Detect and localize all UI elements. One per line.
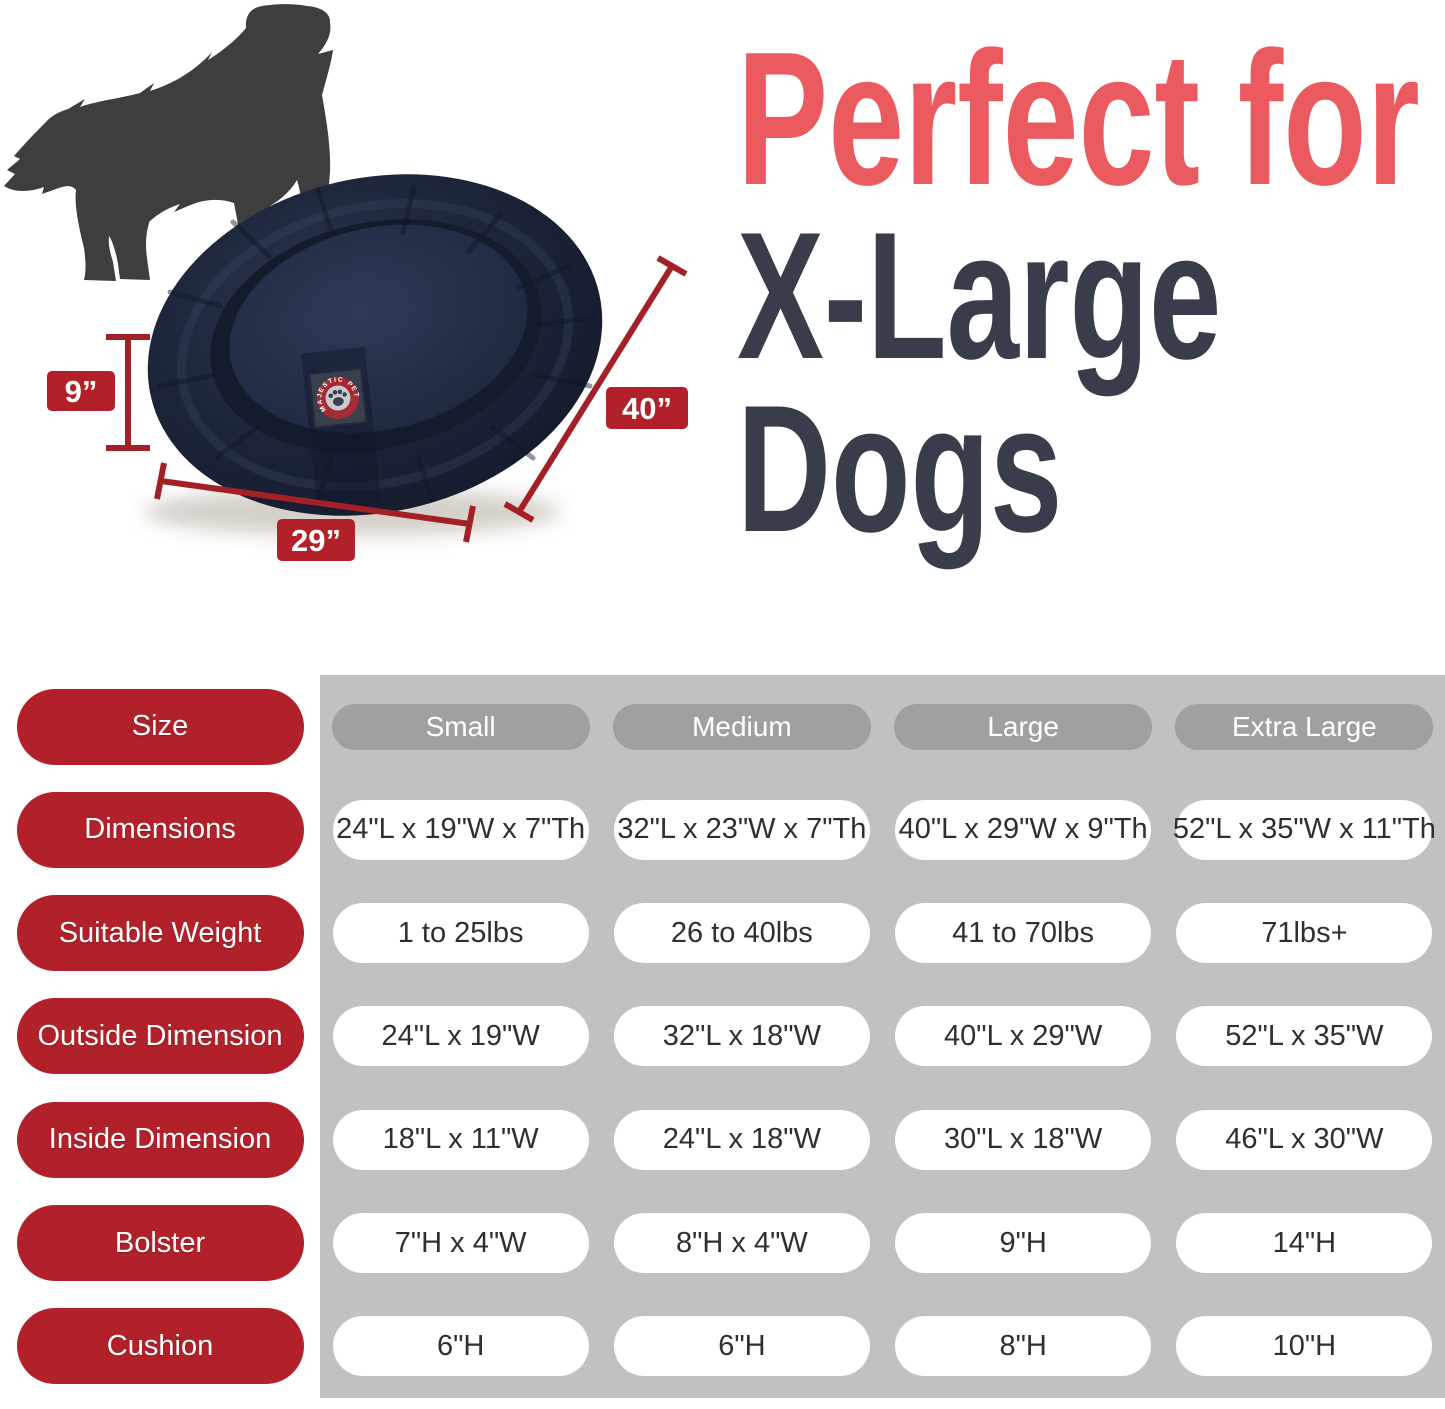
table-cell: 10"H [1176, 1316, 1433, 1377]
table-cell: 46"L x 30"W [1176, 1109, 1433, 1170]
height-label-box [47, 371, 115, 411]
table-cell: 6"H [332, 1316, 589, 1377]
measurement-lines [106, 255, 688, 543]
width-label: 29” [291, 523, 341, 558]
table-cell: 9"H [895, 1213, 1152, 1274]
corner-label-pill: Size [16, 688, 304, 765]
table-cell: 18"L x 11"W [332, 1109, 589, 1170]
table-cell: 24"L x 18"W [613, 1109, 870, 1170]
bed-tag: MAJESTIC PET [301, 346, 382, 511]
bolster-pleats [157, 185, 596, 502]
length-label: 40” [622, 391, 672, 426]
headline: Perfect for X-Large Dogs [737, 13, 1420, 570]
dog-silhouette-icon [4, 4, 333, 282]
table-cell: 52"L x 35"W x 11"Th [1173, 799, 1436, 860]
row-label-outside-dimension: Outside Dimension [16, 998, 304, 1075]
bed-dimension-illustration: MAJESTIC PET [4, 4, 688, 561]
table-cell: 41 to 70lbs [895, 903, 1152, 964]
table-cell: 8"H [895, 1316, 1152, 1377]
table-cell: 30"L x 18"W [895, 1109, 1152, 1170]
table-cell: 8"H x 4"W [613, 1213, 870, 1274]
measure-height [106, 334, 150, 451]
column-header-large: Large [894, 703, 1153, 750]
table-cell: 1 to 25lbs [332, 903, 589, 964]
table-cell: 32"L x 23"W x 7"Th [613, 799, 870, 860]
length-label-box [606, 387, 688, 429]
row-label-inside-dimension: Inside Dimension [16, 1101, 304, 1178]
headline-line-1: Perfect for [737, 13, 1420, 225]
measure-length [503, 255, 688, 523]
measure-width [154, 462, 476, 543]
hero-section: MAJESTIC PET [0, 0, 1445, 675]
size-chart-grid: Size Small Medium Large Extra Large Dime… [0, 675, 1445, 1398]
table-cell: 24"L x 19"W x 7"Th [332, 799, 589, 860]
table-cell: 52"L x 35"W [1176, 1006, 1433, 1067]
column-header-medium: Medium [612, 703, 871, 750]
size-chart-section: Size Small Medium Large Extra Large Dime… [0, 675, 1445, 1409]
table-cell: 40"L x 29"W x 9"Th [895, 799, 1152, 860]
table-cell: 40"L x 29"W [895, 1006, 1152, 1067]
width-label-box [277, 519, 355, 561]
table-cell: 71lbs+ [1176, 903, 1433, 964]
table-cell: 32"L x 18"W [613, 1006, 870, 1067]
row-label-cushion: Cushion [16, 1308, 304, 1385]
headline-line-2: X-Large [737, 195, 1222, 398]
paw-print-icon [328, 389, 347, 406]
table-cell: 14"H [1176, 1213, 1433, 1274]
table-cell: 6"H [613, 1316, 870, 1377]
headline-line-3: Dogs [737, 367, 1063, 570]
row-label-dimensions: Dimensions [16, 791, 304, 868]
dog-bed-illustration: MAJESTIC PET [147, 174, 603, 516]
column-header-small: Small [331, 703, 590, 750]
table-cell: 24"L x 19"W [332, 1006, 589, 1067]
column-header-extra-large: Extra Large [1175, 703, 1434, 750]
measurement-labels: 9” 29” 40” [47, 371, 688, 561]
table-cell: 26 to 40lbs [613, 903, 870, 964]
row-label-suitable-weight: Suitable Weight [16, 895, 304, 972]
row-label-bolster: Bolster [16, 1205, 304, 1282]
table-cell: 7"H x 4"W [332, 1213, 589, 1274]
height-label: 9” [65, 374, 98, 409]
